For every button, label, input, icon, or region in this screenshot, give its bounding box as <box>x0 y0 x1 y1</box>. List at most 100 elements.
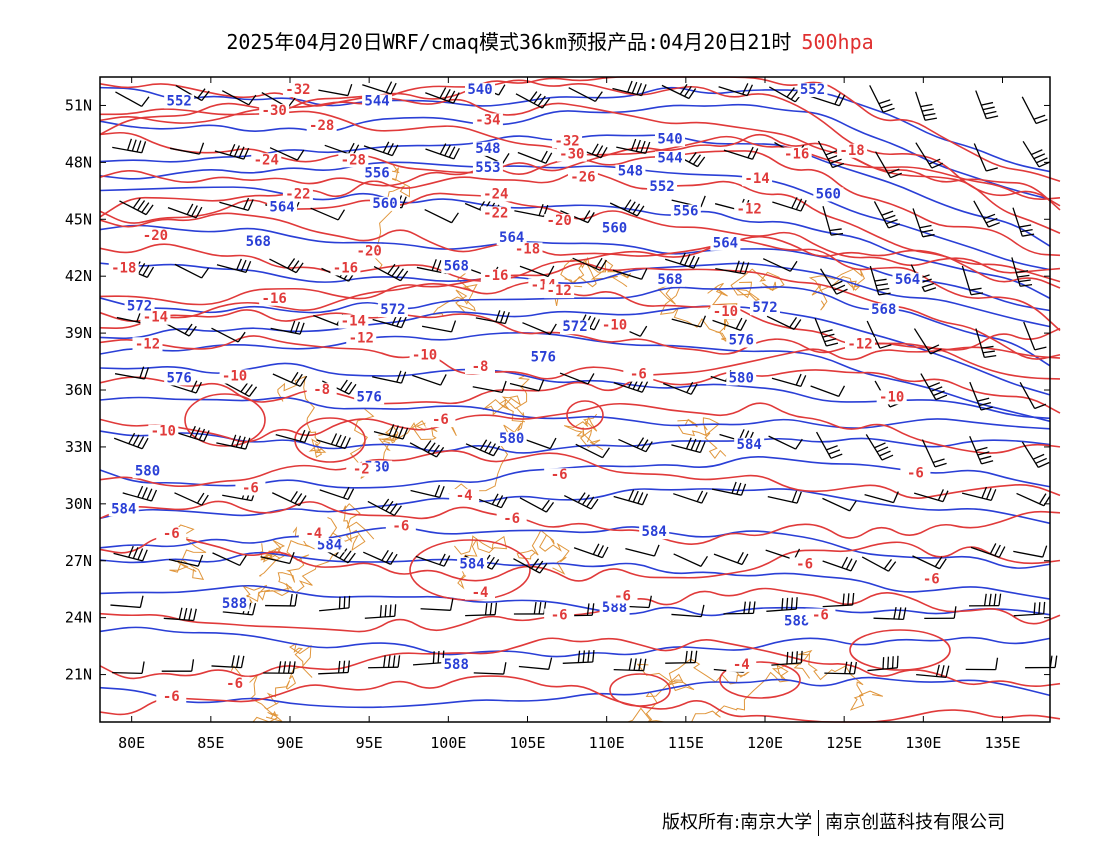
wind-barb-staff <box>572 257 601 271</box>
contour-label-bg <box>362 94 393 109</box>
temperature-contour-closed <box>566 400 604 430</box>
wind-barb-staff <box>472 386 503 393</box>
wind-barb-feather <box>592 650 595 663</box>
wind-barb-feather <box>500 311 506 323</box>
wind-barb-feather <box>348 383 357 395</box>
wind-barb-staff <box>973 143 987 172</box>
wind-barb-staff <box>412 661 443 666</box>
temperature-contour <box>99 500 1061 545</box>
wind-barb-feather <box>248 386 258 397</box>
contour-label-bg <box>409 348 440 363</box>
wind-barb-feather <box>931 162 944 169</box>
wind-barb-feather <box>529 91 538 102</box>
contour-label-bg <box>726 371 757 386</box>
wind-barb-staff <box>869 85 884 113</box>
contour-label-bg <box>132 337 163 352</box>
wind-barb-feather <box>694 650 698 663</box>
wind-barb-feather <box>379 605 382 618</box>
wind-barb-feather <box>131 139 137 152</box>
wind-barb-feather <box>494 602 498 615</box>
lon-tick-label: 100E <box>430 734 466 752</box>
temperature-contour-closed <box>409 539 531 601</box>
wind-barb-feather <box>484 602 488 616</box>
wind-barb-staff <box>562 661 593 664</box>
temperature-contour-label: -6 <box>392 518 409 534</box>
temperature-contour-label: -14 <box>143 310 168 326</box>
wind-barb-feather <box>845 558 853 570</box>
temperature-contour <box>99 449 1061 499</box>
temperature-contour-label: -24 <box>483 186 508 202</box>
wind-barb-staff <box>914 492 944 503</box>
wind-barb-feather <box>920 103 933 108</box>
wind-barb-feather <box>591 143 599 155</box>
wind-barb-staff <box>969 381 982 411</box>
temperature-contour <box>99 675 1061 723</box>
wind-barb-feather <box>132 547 139 559</box>
wind-barb-staff <box>613 668 644 672</box>
wind-barb-feather <box>922 233 935 238</box>
temperature-contour-label: -6 <box>503 511 520 527</box>
wind-barb-feather <box>838 94 846 106</box>
wind-barb-feather <box>781 598 784 611</box>
temperature-contour-label: -10 <box>713 304 738 320</box>
contour-label-bg <box>338 314 369 329</box>
wind-barb-feather <box>395 268 404 279</box>
wind-barb-feather <box>146 488 153 500</box>
height-contour-label: 584 <box>642 524 667 540</box>
wind-barb-feather <box>979 455 992 461</box>
wind-barb-staff <box>513 558 541 574</box>
contour-label-bg <box>710 305 741 320</box>
wind-barb-staff <box>260 556 290 565</box>
temperature-contour-label: -16 <box>262 291 287 307</box>
wind-barb-feather <box>688 88 697 99</box>
wind-barb-feather <box>641 268 648 280</box>
height-contour-label: 576 <box>357 389 382 405</box>
wind-barb-feather <box>937 489 944 501</box>
wind-barb-staff <box>372 376 402 384</box>
copyright-left: 版权所有:南京大学 <box>662 812 813 833</box>
border-line <box>482 375 530 423</box>
wind-barb-feather <box>685 437 692 450</box>
temperature-contour-label: -6 <box>796 556 813 572</box>
wind-barb-feather <box>628 658 633 671</box>
wind-barb-feather <box>435 446 445 458</box>
height-contour-label: 572 <box>127 298 152 314</box>
wind-barb-feather <box>684 254 691 266</box>
wind-barb-feather <box>632 203 641 215</box>
wind-barb-feather <box>195 381 203 394</box>
height-contour-label: 552 <box>800 82 825 98</box>
wind-barb-feather <box>977 451 990 456</box>
wind-barb-feather <box>786 597 789 610</box>
wind-barb-feather <box>902 607 907 620</box>
wind-barb-staff <box>975 90 987 119</box>
wind-barb-feather <box>434 484 441 497</box>
wind-barb-feather <box>201 267 210 279</box>
wind-barb-feather <box>432 651 435 664</box>
wind-barb-staff <box>762 258 791 272</box>
wind-barb-feather <box>975 446 988 452</box>
wind-barb-staff <box>1019 381 1036 409</box>
wind-barb-feather <box>443 88 451 101</box>
wind-barb-staff <box>212 552 241 567</box>
wind-barb-feather <box>235 435 242 448</box>
contour-label-bg <box>726 333 757 348</box>
wind-barb-feather <box>487 556 495 568</box>
wind-barb-feather <box>796 491 802 504</box>
wind-barb-feather <box>540 150 548 162</box>
wind-barb-staff <box>766 315 795 330</box>
wind-barb-feather <box>440 374 447 386</box>
wind-barb-feather <box>879 450 891 457</box>
wind-barb-staff <box>310 207 339 221</box>
wind-barb-feather <box>969 287 982 291</box>
wind-barb-feather <box>136 140 142 153</box>
wind-barb-feather <box>993 593 997 606</box>
wind-barb-feather <box>189 425 196 438</box>
wind-barb-staff <box>1022 140 1040 168</box>
wind-barb-feather <box>985 217 998 224</box>
wind-barb-feather <box>238 146 245 159</box>
temperature-contour-label: -20 <box>547 213 572 229</box>
wind-barb-feather <box>229 143 236 156</box>
wind-barb-feather <box>287 258 296 269</box>
contour-label-bg <box>314 538 345 553</box>
height-contour-label: 560 <box>372 196 397 212</box>
